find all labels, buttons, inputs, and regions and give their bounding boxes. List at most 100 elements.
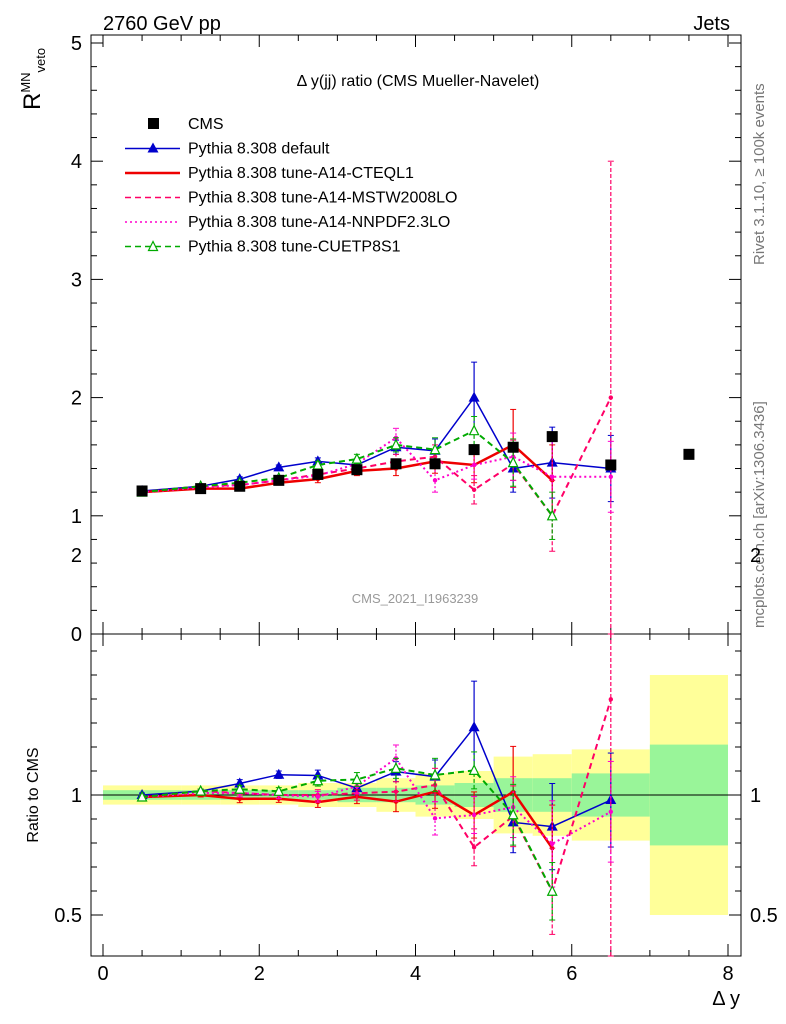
main-y-axis-label: RMNveto — [18, 48, 48, 110]
data-point — [468, 424, 480, 436]
series-line-3 — [141, 436, 611, 494]
ratio-panel: 0.5 0.5 1 1 2 2 0 2 4 6 8 — [54, 545, 778, 985]
y-tick-label: 5 — [71, 33, 82, 55]
ratio-y-tick-label: 1 — [71, 785, 82, 807]
series-line-3 — [141, 756, 612, 846]
y-tick-label: 4 — [71, 151, 82, 173]
data-point — [429, 768, 441, 780]
data-point — [608, 474, 614, 479]
cms-data-point — [312, 468, 324, 480]
data-point — [507, 456, 519, 468]
data-point — [471, 462, 477, 468]
cms-data-point — [136, 485, 148, 497]
legend-marker — [147, 240, 159, 252]
data-point — [468, 721, 480, 732]
legend-label: Pythia 8.308 tune-A14-MSTW2008LO — [188, 190, 457, 207]
legend-label: Pythia 8.308 tune-CUETP8S1 — [188, 239, 401, 256]
x-tick-label: 8 — [722, 963, 733, 985]
cms-data-point — [683, 448, 695, 460]
ratio-y-tick-label: 2 — [71, 545, 82, 567]
series-line-0 — [142, 725, 612, 828]
main-panel: 0 1 2 3 4 5 Δ y(jj) ratio (CMS Mueller-Navele… — [71, 33, 742, 646]
data-point — [351, 773, 363, 785]
data-point — [429, 443, 441, 455]
main-plot-title: Δ y(jj) ratio (CMS Mueller-Navelet) — [297, 73, 540, 90]
y-tick-label: 2 — [71, 388, 82, 410]
legend-label: CMS — [188, 116, 224, 133]
x-tick-label: 4 — [410, 963, 421, 985]
legend-label: Pythia 8.308 default — [188, 141, 330, 158]
data-point — [471, 487, 477, 492]
series-line-4 — [141, 767, 554, 892]
mcplots-label: mcplots.cern.ch [arXiv:1306.3436] — [751, 401, 768, 628]
data-point — [237, 796, 242, 802]
data-point — [315, 794, 321, 799]
cms-data-point — [507, 441, 519, 453]
cms-data-point — [195, 483, 207, 495]
data-point — [608, 697, 614, 702]
cms-data-point — [546, 431, 558, 443]
legend-label: Pythia 8.308 tune-A14-NNPDF2.3LO — [188, 214, 450, 231]
data-point — [273, 768, 285, 779]
data-point — [471, 845, 477, 850]
ratio-y-tick-label-right: 2 — [750, 545, 761, 567]
y-tick-label: 3 — [71, 269, 82, 291]
data-point — [390, 761, 402, 773]
data-point — [273, 461, 285, 472]
data-point — [546, 884, 558, 896]
cms-data-point — [468, 444, 480, 456]
legend-marker-cms — [148, 118, 159, 129]
svg-text:RMNveto: RMNveto — [18, 48, 48, 110]
data-point — [546, 509, 558, 521]
data-point — [550, 474, 555, 479]
header-left-label: 2760 GeV pp — [103, 13, 221, 35]
data-point — [432, 454, 438, 459]
data-point — [273, 784, 285, 796]
data-point — [507, 808, 519, 820]
cms-data-point — [605, 459, 617, 471]
watermark: CMS_2021_I1963239 — [352, 591, 479, 606]
legend-label: Pythia 8.308 tune-A14-CTEQL1 — [188, 165, 414, 182]
legend: CMS Pythia 8.308 default Pythia 8.308 tune… — [125, 116, 457, 256]
series-line-0 — [142, 396, 611, 492]
x-axis-label: Δ y — [712, 988, 740, 1010]
header-right-label: Jets — [693, 13, 730, 35]
data-point — [312, 774, 324, 786]
cms-data-point — [273, 474, 285, 486]
data-point — [390, 438, 402, 450]
data-point — [468, 391, 480, 402]
main-axis-ticks: 0 1 2 3 4 5 — [71, 33, 741, 646]
legend-marker — [147, 142, 159, 153]
cms-data-point — [390, 458, 402, 470]
data-point — [471, 812, 477, 818]
series-line-4 — [141, 429, 554, 517]
data-point — [608, 809, 614, 814]
ratio-axis-ticks: 0.5 0.5 1 1 2 2 0 2 4 6 8 — [54, 545, 778, 985]
data-point — [608, 395, 614, 400]
x-tick-label: 6 — [566, 963, 577, 985]
data-point — [351, 452, 363, 464]
cms-data-point — [351, 464, 363, 476]
cms-data-point — [234, 480, 246, 492]
y-tick-label: 1 — [71, 506, 82, 528]
ratio-y-axis-label: Ratio to CMS — [25, 747, 42, 842]
data-point — [468, 764, 480, 775]
x-tick-label: 0 — [97, 963, 108, 985]
cms-data-point — [429, 458, 441, 470]
ratio-y-tick-label-right: 1 — [750, 785, 761, 807]
x-tick-label: 2 — [254, 963, 265, 985]
ratio-series — [136, 633, 617, 957]
ratio-y-tick-label: 0.5 — [54, 905, 82, 927]
data-point — [393, 789, 399, 794]
main-series — [136, 160, 695, 635]
ratio-y-tick-label-right: 0.5 — [750, 905, 778, 927]
data-point — [550, 841, 555, 847]
data-point — [432, 478, 438, 483]
data-point — [432, 816, 438, 821]
data-point — [195, 784, 207, 796]
y-tick-label: 0 — [71, 624, 82, 646]
rivet-version-label: Rivet 3.1.10, ≥ 100k events — [751, 83, 768, 265]
data-point — [234, 782, 246, 794]
data-point — [136, 790, 148, 802]
